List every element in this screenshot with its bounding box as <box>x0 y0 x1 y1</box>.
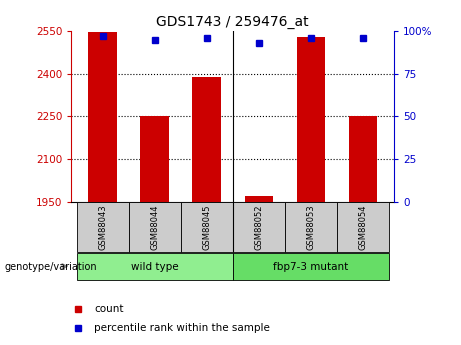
Text: fbp7-3 mutant: fbp7-3 mutant <box>273 262 349 272</box>
FancyBboxPatch shape <box>285 202 337 252</box>
FancyBboxPatch shape <box>181 202 233 252</box>
FancyBboxPatch shape <box>233 202 285 252</box>
FancyBboxPatch shape <box>77 202 129 252</box>
Text: GSM88052: GSM88052 <box>254 204 263 249</box>
Text: count: count <box>94 304 124 314</box>
Bar <box>89 32 117 202</box>
FancyBboxPatch shape <box>129 202 181 252</box>
Text: percentile rank within the sample: percentile rank within the sample <box>94 323 270 333</box>
Text: wild type: wild type <box>131 262 178 272</box>
Text: GSM88044: GSM88044 <box>150 204 159 249</box>
Text: GSM88045: GSM88045 <box>202 204 211 249</box>
Text: GSM88054: GSM88054 <box>358 204 367 249</box>
Bar <box>193 77 221 202</box>
Text: genotype/variation: genotype/variation <box>5 263 97 272</box>
Bar <box>244 196 273 202</box>
Title: GDS1743 / 259476_at: GDS1743 / 259476_at <box>156 14 309 29</box>
Bar <box>141 116 169 202</box>
Bar <box>349 116 377 202</box>
Bar <box>296 37 325 202</box>
Text: GSM88043: GSM88043 <box>98 204 107 250</box>
FancyBboxPatch shape <box>233 253 389 280</box>
Text: GSM88053: GSM88053 <box>307 204 315 250</box>
FancyBboxPatch shape <box>337 202 389 252</box>
FancyBboxPatch shape <box>77 253 233 280</box>
